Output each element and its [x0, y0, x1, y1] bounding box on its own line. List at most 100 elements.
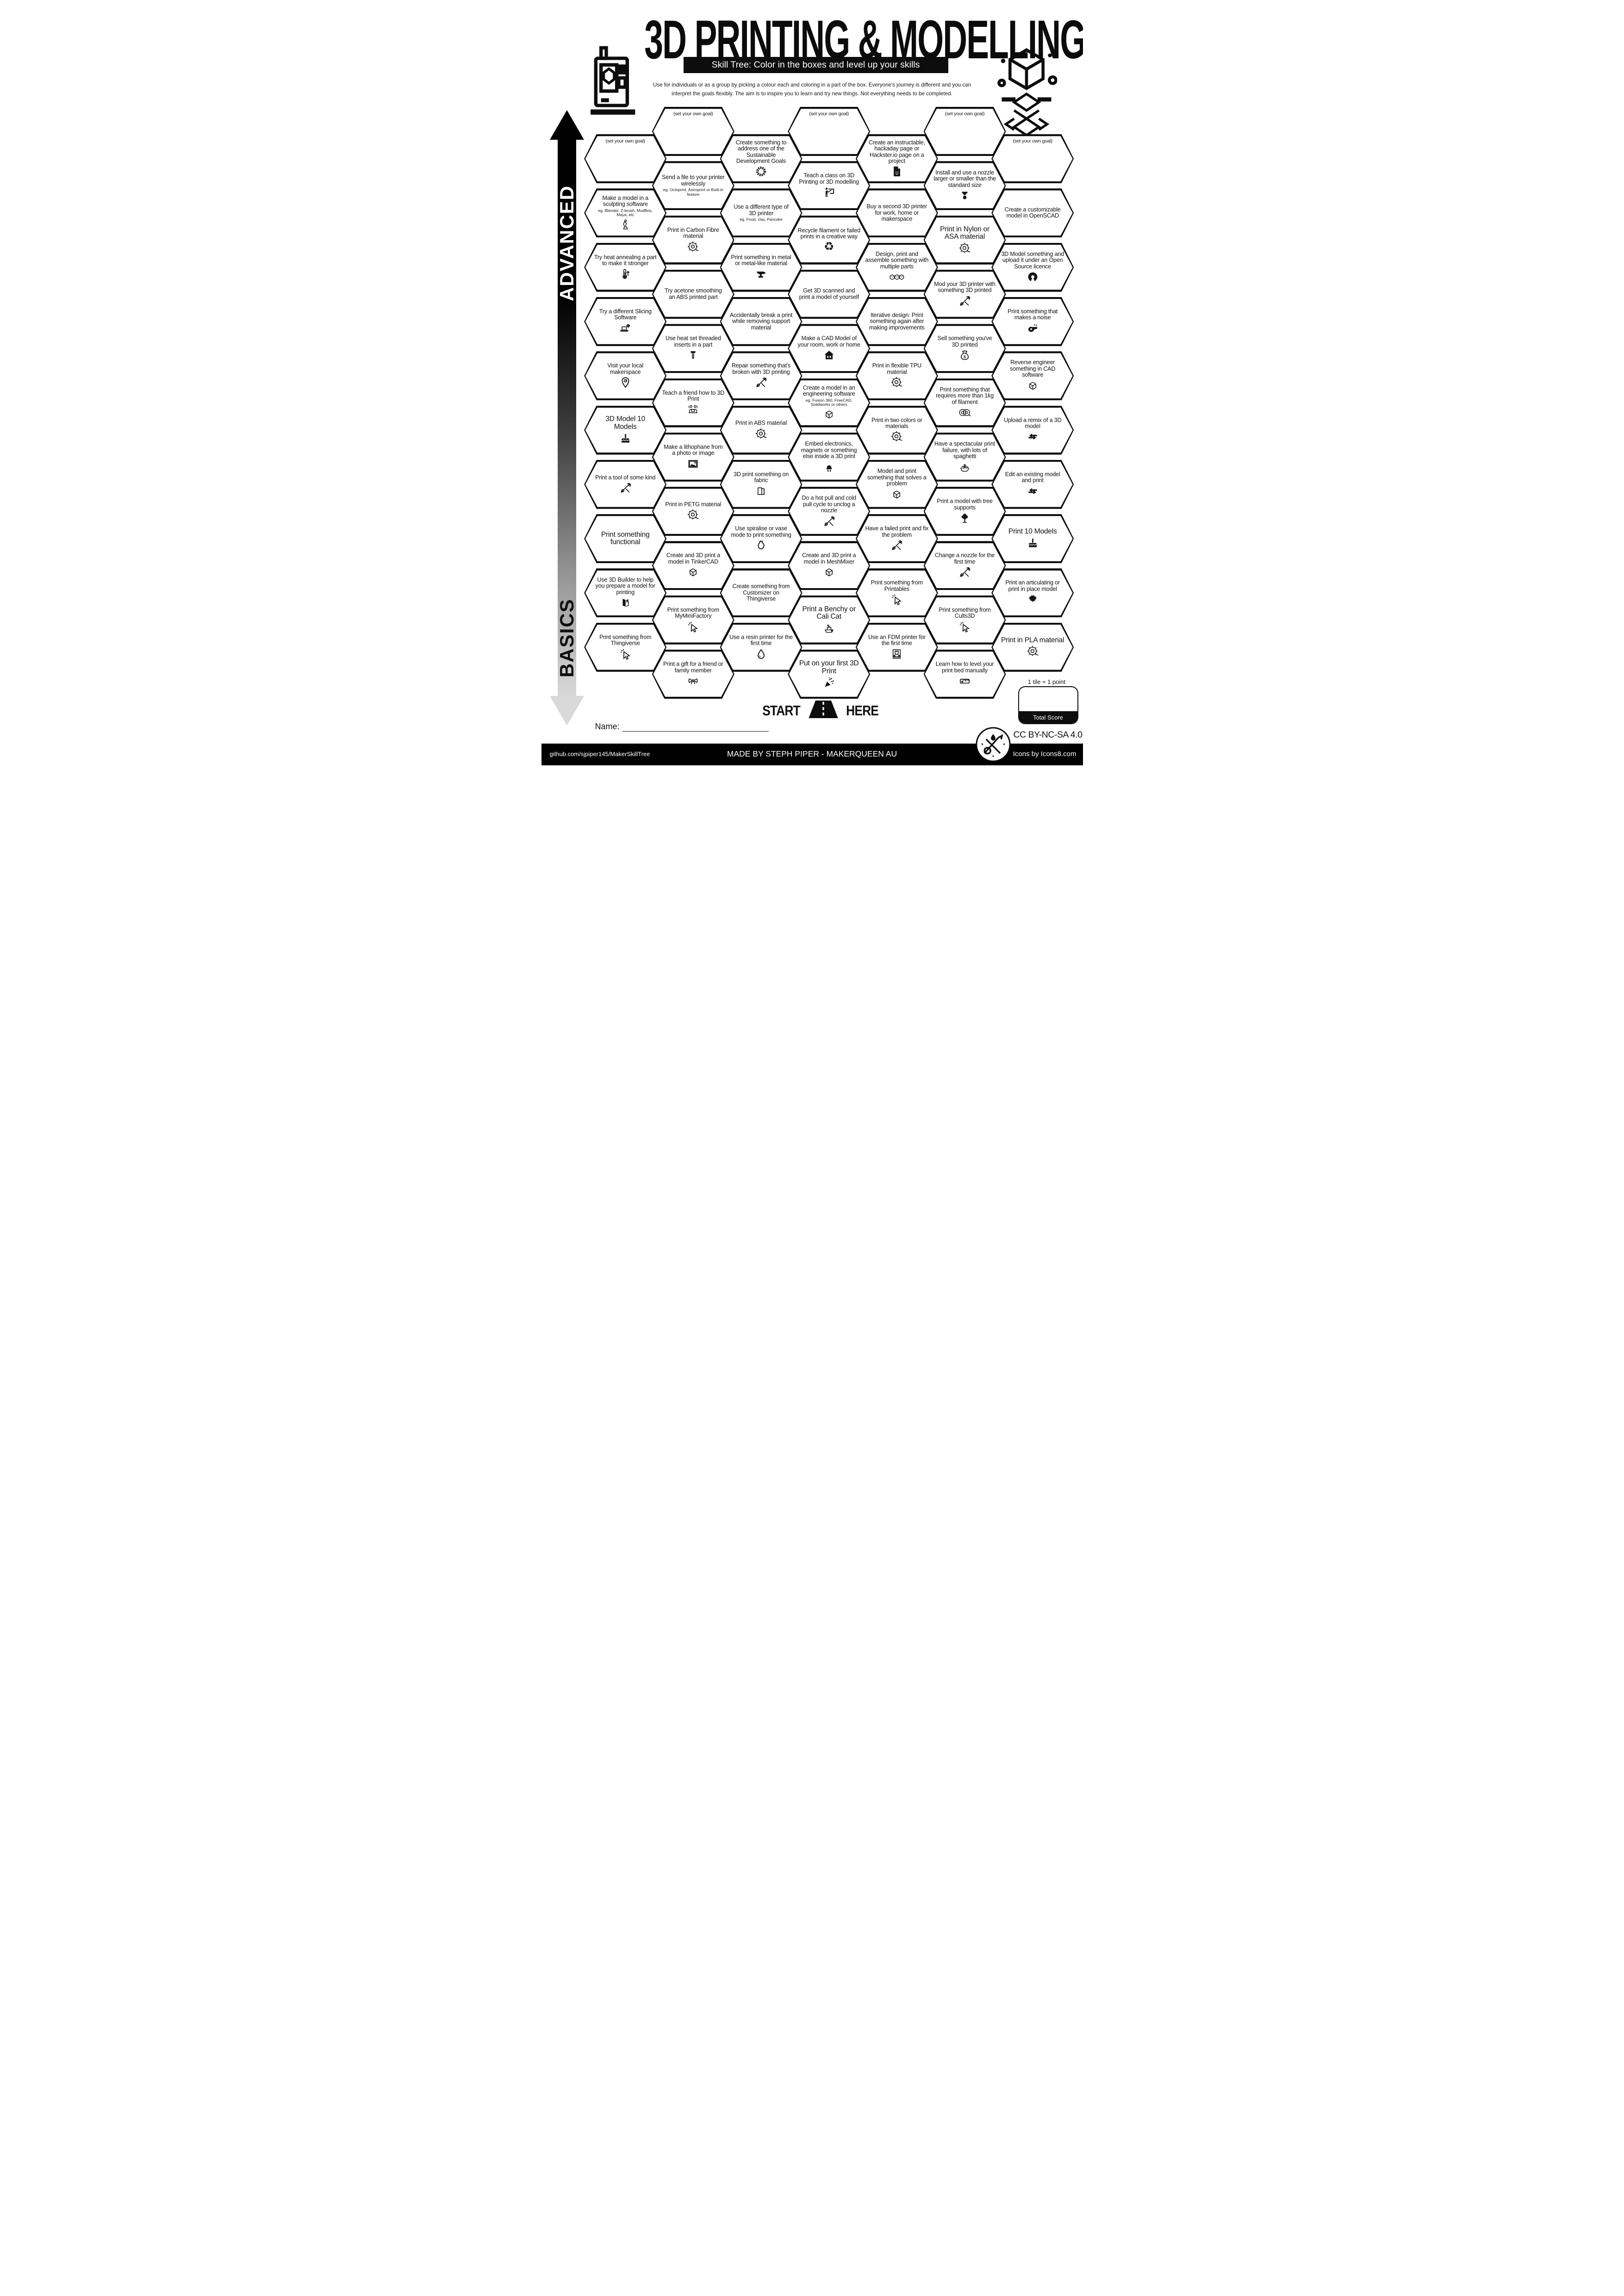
hex-tile[interactable]: Embed electronics, magnets or something … [788, 432, 871, 482]
hex-tile[interactable]: Print something from Cults3D [923, 595, 1006, 645]
hex-tile[interactable]: Recycle filament or failed prints in a c… [788, 215, 871, 265]
cube-icon [823, 408, 835, 421]
hex-label: Create something to address one of the S… [735, 139, 787, 164]
hex-tile[interactable]: Use a resin printer for the first time [720, 622, 803, 672]
hex-tile[interactable]: Print a tool of some kind [584, 459, 667, 509]
hex-label: Print something in metal or metal-like m… [731, 254, 791, 267]
hex-tile[interactable]: Try acetone smoothing an ABS printed par… [652, 269, 734, 319]
hex-tile[interactable]: Repair something that's broken with 3D p… [720, 351, 803, 401]
road-icon [808, 701, 838, 720]
hex-tile[interactable]: Print in Carbon Fibre material [652, 215, 734, 265]
hex-tile[interactable]: Put on your first 3D Print [788, 650, 871, 699]
subtitle-banner: Skill Tree: Color in the boxes and level… [683, 57, 948, 73]
hex-tile[interactable]: Try a different Slicing Software [584, 297, 667, 346]
hex-label: Create and 3D print a model in MeshMixer [802, 552, 856, 565]
hex-tile[interactable]: Print in Nylon or ASA material [923, 215, 1006, 265]
hex-tile[interactable]: Use an FDM printer for the first time [855, 622, 938, 672]
hex-label: Use heat set threaded inserts in a part [665, 335, 721, 348]
hex-tile[interactable]: 3D Model 10 Models [584, 405, 667, 455]
hex-tile[interactable]: 3D print something on fabric [720, 459, 803, 509]
hex-tile[interactable]: Print something from Printables [855, 568, 938, 618]
hex-tile[interactable]: Have a failed print and fix the problem [855, 514, 938, 564]
teach-friend-icon [687, 403, 699, 416]
hex-tile[interactable]: 3D Model something and upload it under a… [991, 242, 1074, 292]
hex-tile[interactable]: (set your own goal) [923, 107, 1006, 156]
hex-tile[interactable]: Print a model with tree supports [923, 487, 1006, 536]
hex-tile[interactable]: Print something from Thingiverse [584, 622, 667, 672]
total-score-box[interactable]: Total Score [1018, 686, 1078, 724]
printer-icon [890, 648, 903, 660]
hex-label: Print something that requires more than … [935, 386, 994, 405]
hex-tile[interactable]: Have a spectacular print failure, with l… [923, 432, 1006, 482]
hex-tile[interactable]: Print something functional [584, 514, 667, 564]
hex-tile[interactable]: Print an articulating or print in place … [991, 568, 1074, 618]
droplet-icon [755, 648, 767, 660]
hex-tile[interactable]: (set your own goal) [652, 107, 734, 156]
hex-tile[interactable]: Sell something you've 3D printed $ [923, 324, 1006, 373]
hex-tile[interactable]: Do a hot pull and cold pull cycle to unc… [788, 487, 871, 536]
hex-tile[interactable]: (set your own goal) [788, 107, 871, 156]
hex-tile[interactable]: Print something that requires more than … [923, 378, 1006, 428]
hex-tile[interactable]: Make a lithophane from a photo or image [652, 432, 734, 482]
hex-label: Print a gift for a friend or family memb… [663, 661, 723, 674]
hex-tile[interactable]: Visit your local makerspace [584, 351, 667, 401]
hex-tile[interactable]: Create something to address one of the S… [720, 134, 803, 183]
hex-label: Try acetone smoothing an ABS printed par… [665, 287, 722, 300]
hex-tile[interactable]: Buy a second 3D printer for work, home o… [855, 188, 938, 238]
hex-tile[interactable]: Edit an existing model and print [991, 459, 1074, 509]
hex-tile[interactable]: Print a gift for a friend or family memb… [652, 650, 734, 699]
hex-tile[interactable]: Use 3D Builder to help you prepare a mod… [584, 568, 667, 618]
hex-tile[interactable]: Print in PETG material [652, 487, 734, 536]
cube-icon [687, 566, 699, 578]
hex-tile[interactable]: (set your own goal) [584, 134, 667, 183]
hex-tile[interactable]: Learn how to level your print bed manual… [923, 650, 1006, 699]
hex-tile[interactable]: (set your own goal) [991, 134, 1074, 183]
score-write-area[interactable] [1019, 687, 1077, 711]
hex-tile[interactable]: Make a model in a sculpting software eg. … [584, 188, 667, 238]
hex-tile[interactable]: Use heat set threaded inserts in a part [652, 324, 734, 373]
hex-tile[interactable]: Mod your 3D printer with something 3D pr… [923, 269, 1006, 319]
hex-tile[interactable]: Create a customizable model in OpenSCAD [991, 188, 1074, 238]
hex-tile[interactable]: Print in flexible TPU material [855, 351, 938, 401]
hex-sublabel: eg. Octoprint, Astroprint or Built-in fe… [663, 187, 723, 197]
hex-label: Repair something that's broken with 3D p… [731, 362, 791, 375]
hex-tile[interactable]: Get 3D scanned and print a model of your… [788, 269, 871, 319]
hex-tile[interactable]: Install and use a nozzle larger or small… [923, 161, 1006, 211]
hex-tile[interactable]: Accidentally break a print while removin… [720, 297, 803, 346]
hex-tile[interactable]: Print in ABS material [720, 405, 803, 455]
hex-label: Design, print and assemble something wit… [865, 250, 929, 270]
hex-tile[interactable]: Send a file to your printer wirelessly eg… [652, 161, 734, 211]
hex-tile[interactable]: Design, print and assemble something wit… [855, 242, 938, 292]
hex-tile[interactable]: Model and print something that solves a … [855, 459, 938, 509]
hex-tile[interactable]: Print in PLA material [991, 622, 1074, 672]
hex-tile[interactable]: Teach a class on 3D Printing or 3D model… [788, 161, 871, 211]
hex-tile[interactable]: Make a CAD Model of your room, work or h… [788, 324, 871, 373]
hex-tile[interactable]: Iterative design: Print something again … [855, 297, 938, 346]
hex-tile[interactable]: Reverse engineer something in CAD softwa… [991, 351, 1074, 401]
hex-tile[interactable]: Print 10 Models [991, 514, 1074, 564]
hex-tile[interactable]: Change a nozzle for the first time [923, 541, 1006, 590]
hex-tile[interactable]: Print something in metal or metal-like m… [720, 242, 803, 292]
hex-tile[interactable]: Create an instructable, hackaday page or… [855, 134, 938, 183]
footer-github-link[interactable]: github.com/sjpiper145/MakerSkillTree [549, 751, 650, 757]
name-input-line[interactable] [622, 723, 769, 732]
hex-tile[interactable]: Create and 3D print a model in TinkerCAD [652, 541, 734, 590]
hex-tile[interactable]: Teach a friend how to 3D Print [652, 378, 734, 428]
hex-tile[interactable]: Try heat annealing a part to make it str… [584, 242, 667, 292]
hex-label: Visit your local makerspace [607, 362, 644, 375]
goal-label: (set your own goal) [809, 111, 849, 117]
hex-tile[interactable]: Use spiralise or vase mode to print some… [720, 514, 803, 564]
hex-tile[interactable]: Print a Benchy or Cali Cat [788, 595, 871, 645]
fabric-icon [755, 485, 767, 497]
hex-tile[interactable]: Print something that makes a noise [991, 297, 1074, 346]
hex-tile[interactable]: Print something from MyMiniFactory [652, 595, 734, 645]
hex-tile[interactable]: Create a model in an engineering softwar… [788, 378, 871, 428]
hex-tile[interactable]: Upload a remix of a 3D model [991, 405, 1074, 455]
hex-tile[interactable]: Use a different type of 3D printer eg. Fo… [720, 188, 803, 238]
svg-text:$: $ [964, 354, 966, 359]
hex-tile[interactable]: Create and 3D print a model in MeshMixer [788, 541, 871, 590]
hex-tile[interactable]: Create something from Customizer on Thin… [720, 568, 803, 618]
hex-label: Edit an existing model and print [1005, 471, 1060, 484]
hex-label: Have a failed print and fix the problem [865, 525, 929, 538]
hex-tile[interactable]: Print in two colors or materials [855, 405, 938, 455]
